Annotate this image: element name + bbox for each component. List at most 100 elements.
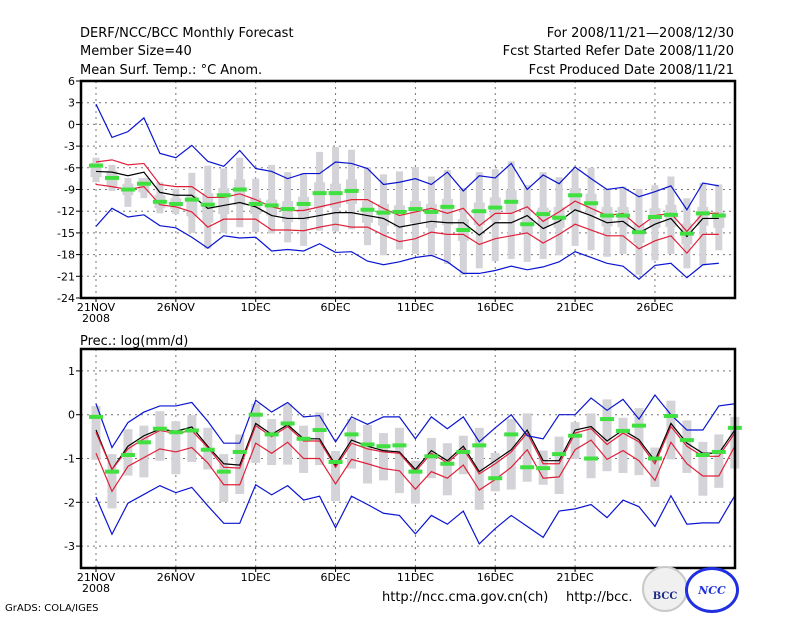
prec-spread-bar: [522, 413, 532, 482]
prec-median-marker: [600, 417, 615, 422]
temp-ytick-label: 3: [68, 97, 75, 110]
prec-median-marker: [360, 442, 375, 447]
prec-spread-bar: [698, 441, 708, 496]
temp-median-marker: [136, 181, 151, 186]
temp-median-marker: [536, 212, 551, 217]
prec-spread-bar: [123, 429, 133, 476]
prec-spread-bar: [171, 421, 181, 475]
prec-median-marker: [504, 432, 519, 437]
title-forecast: DERF/NCC/BCC Monthly Forecast: [80, 26, 294, 41]
temp-ytick-label: -18: [57, 249, 75, 262]
prec-median-marker: [184, 428, 199, 433]
prec-median-marker: [488, 476, 503, 481]
prec-spread-bar: [410, 460, 420, 504]
temp-median-marker: [376, 210, 391, 215]
prec-median-marker: [280, 421, 295, 426]
prec-median-marker: [536, 466, 551, 471]
temp-iqr-box: [90, 162, 102, 178]
temp-median-marker: [440, 204, 455, 209]
temp-median-marker: [600, 213, 615, 218]
member-size: Member Size=40: [80, 44, 192, 59]
temp-xtick-label: 6DEC: [320, 301, 350, 314]
temp-median-marker: [89, 163, 103, 168]
prec-ytick-label: -3: [64, 540, 75, 553]
temp-iqr-box: [441, 198, 453, 225]
temp-line-upper-inner: [95, 159, 719, 233]
prec-spread-bar: [267, 419, 277, 466]
prec-spread-bar: [506, 419, 516, 490]
prec-spread-bar: [650, 447, 660, 487]
temp-xtick-sublabel: 2008: [82, 312, 110, 325]
prec-xtick-label: 11DEC: [397, 571, 434, 584]
prec-spread-bar: [394, 427, 404, 494]
temp-median-marker: [328, 191, 343, 196]
temp-iqr-box: [250, 198, 262, 215]
prec-line-ensemble-mean: [95, 422, 736, 473]
prec-spread-bar: [714, 434, 724, 488]
prec-xtick-label: 16DEC: [477, 571, 514, 584]
temp-median-marker: [264, 203, 279, 208]
temp-median-marker: [360, 207, 375, 212]
temp-median-marker: [216, 193, 231, 198]
temp-ytick-label: -3: [64, 140, 75, 153]
prec-xtick-label: 21DEC: [557, 571, 594, 584]
prec-spread-bar: [251, 403, 261, 463]
prec-median-marker: [376, 444, 391, 449]
temp-ytick-label: -9: [64, 184, 75, 197]
prec-median-marker: [168, 430, 183, 435]
prec-median-marker: [120, 452, 135, 457]
prec-median-marker: [264, 432, 279, 437]
temp-iqr-box: [713, 211, 725, 228]
prec-median-marker: [663, 414, 678, 419]
temp-xtick-label: 21NOV: [77, 301, 116, 314]
prec-spread-bar: [139, 425, 149, 478]
prec-median-marker: [200, 447, 215, 452]
temp-ytick-label: 6: [68, 75, 75, 88]
prec-ytick-label: -2: [64, 496, 75, 509]
temp-whisker-bar: [268, 164, 276, 234]
ncc-logo-text: NCC: [698, 583, 726, 597]
prec-median-marker: [89, 414, 103, 419]
temp-iqr-box: [393, 205, 405, 228]
prec-median-marker: [248, 412, 263, 417]
prec-median-marker: [136, 440, 151, 445]
temp-iqr-box: [569, 188, 581, 211]
prec-ytick-label: -1: [64, 453, 75, 466]
prec-line-upper-outer: [95, 393, 735, 449]
prec-panel-title: Prec.: log(mm/d): [80, 334, 188, 349]
prec-spread-bar: [362, 424, 372, 484]
prec-xtick-sublabel: 2008: [82, 582, 110, 595]
prec-spread-bar: [490, 452, 500, 492]
bcc-url[interactable]: http://bcc.: [566, 590, 633, 605]
temp-median-marker: [568, 193, 583, 198]
temp-ytick-label: 0: [68, 118, 75, 131]
temp-xtick-label: 26NOV: [157, 301, 196, 314]
temp-iqr-box: [282, 201, 294, 223]
fcst-started-date: Fcst Started Refer Date 2008/11/20: [502, 44, 734, 59]
temp-median-marker: [296, 201, 311, 206]
temp-median-marker: [520, 222, 535, 227]
prec-spread-bar: [586, 413, 596, 479]
bcc-logo: BCC: [642, 566, 688, 612]
temp-median-marker: [552, 215, 567, 220]
prec-xtick-label: 6DEC: [320, 571, 350, 584]
temp-median-marker: [647, 214, 662, 219]
ncc-url[interactable]: http://ncc.cma.gov.cn(ch): [382, 590, 549, 605]
temp-iqr-box: [537, 207, 549, 227]
fcst-produced-date: Fcst Produced Date 2008/11/21: [528, 63, 734, 78]
prec-median-marker: [344, 432, 359, 437]
prec-spread-bar: [187, 415, 197, 463]
temp-iqr-box: [425, 203, 437, 228]
prec-median-marker: [104, 469, 119, 474]
temp-iqr-box: [697, 206, 709, 226]
temp-ytick-label: -15: [57, 227, 75, 240]
prec-median-marker: [296, 436, 311, 441]
temp-median-marker: [392, 209, 407, 214]
prec-spread-bar: [378, 433, 388, 481]
temp-median-marker: [711, 213, 726, 218]
forecast-period: For 2008/11/21—2008/12/30: [546, 26, 734, 41]
prec-xtick-label: 1DEC: [241, 571, 271, 584]
prec-median-marker: [440, 461, 455, 466]
prec-spread-bar: [331, 451, 341, 501]
